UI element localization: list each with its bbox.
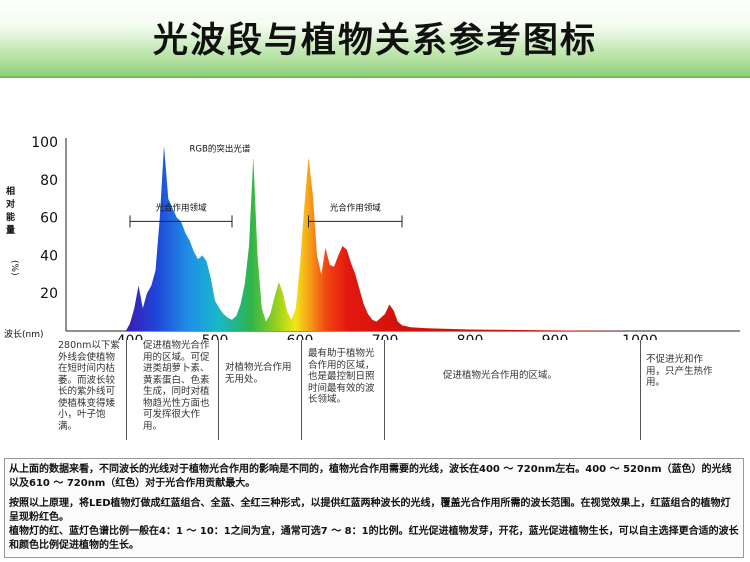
divider xyxy=(640,340,641,440)
y-tick-label: 40 xyxy=(40,248,58,264)
page-title: 光波段与植物关系参考图标 xyxy=(152,21,597,61)
band-description-table: 280nm以下紫外线会使植物在短时间内枯萎。而波长较长的紫外线可使植株变得矮小，… xyxy=(58,340,738,440)
note-paragraph: 按照以上原理，将LED植物灯做成红蓝组合、全蓝、全红三种形式，以提供红蓝两种波长… xyxy=(9,498,731,523)
y-axis-label: 量 xyxy=(6,224,15,236)
divider xyxy=(384,340,385,440)
note-paragraph: 植物灯的红、蓝灯色谱比例一般在4：1 ～ 10：1之间为宜，通常可选7 ～ 8：… xyxy=(9,526,739,551)
band-label: 光合作用领域 xyxy=(330,202,382,213)
cell-red-band: 最有助于植物光合作用的区域，也是最控制日照时间最有效的波长领域。 xyxy=(308,348,375,405)
divider xyxy=(126,340,127,440)
divider xyxy=(218,340,219,440)
x-tick-label: 800 xyxy=(457,333,484,340)
cell-green-band: 对植物光合作用无用处。 xyxy=(225,362,292,385)
note-paragraph: 从上面的数据来看，不同波长的光线对于植物光合作用的影响是不同的，植物光合作用需要… xyxy=(9,464,732,489)
cell-ir-band: 促进植物光合作用的区域。 xyxy=(443,370,558,381)
title-banner: 光波段与植物关系参考图标 xyxy=(0,0,750,78)
spectrum-curve xyxy=(125,145,640,331)
x-tick-label: 500 xyxy=(202,333,229,340)
cell-far-ir: 不促进光和作用，只产生热作用。 xyxy=(646,354,713,388)
y-tick-label: 80 xyxy=(40,173,58,189)
divider xyxy=(301,340,302,440)
y-axis-label: 相 xyxy=(6,185,15,197)
y-tick-label: 20 xyxy=(40,286,58,302)
x-tick-label: 900 xyxy=(542,333,569,340)
notes-box: 从上面的数据来看，不同波长的光线对于植物光合作用的影响是不同的，植物光合作用需要… xyxy=(4,458,744,558)
cell-uv: 280nm以下紫外线会使植物在短时间内枯萎。而波长较长的紫外线可使植株变得矮小，… xyxy=(58,340,120,432)
band-label: 光合作用领域 xyxy=(155,202,207,213)
y-axis-label: (%) xyxy=(9,260,19,276)
x-axis-label: 波长(nm) xyxy=(4,328,44,340)
cell-blue-band: 促进植物光合作用的区域。可促进类胡萝卜素、黄素蛋白、色素生成，同时对植物趋光性方… xyxy=(143,340,210,432)
y-tick-label: 60 xyxy=(40,211,58,227)
x-tick-label: 1000 xyxy=(622,333,658,340)
y-tick-label: 100 xyxy=(31,135,58,151)
rgb-peak-annotation: RGB的突出光谱 xyxy=(190,144,251,155)
x-tick-label: 400 xyxy=(117,333,144,340)
y-axis-label: 能 xyxy=(6,211,15,223)
x-tick-label: 700 xyxy=(372,333,399,340)
x-tick-label: 600 xyxy=(287,333,314,340)
y-axis-label: 对 xyxy=(6,198,15,210)
